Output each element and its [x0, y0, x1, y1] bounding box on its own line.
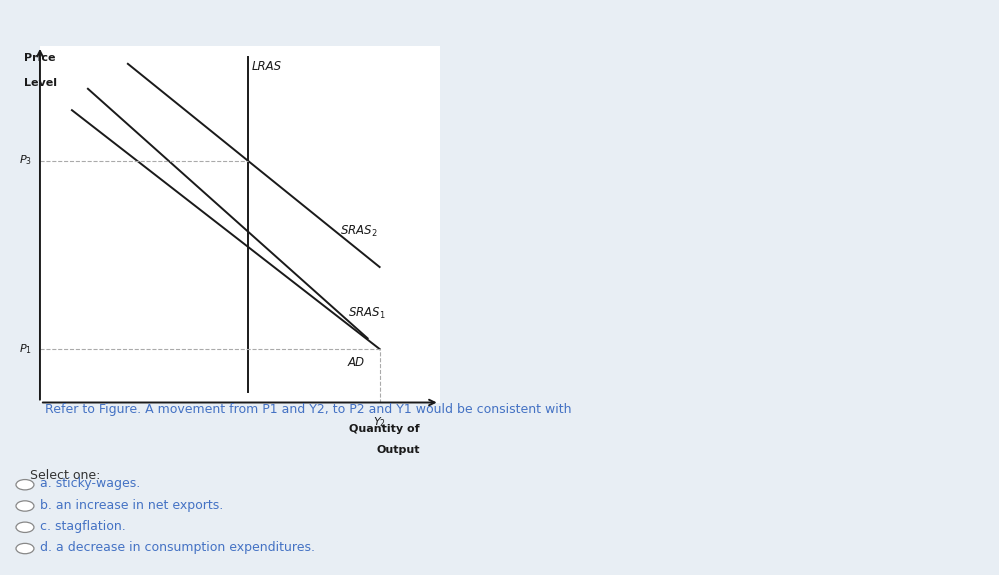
Text: LRAS: LRAS — [252, 60, 282, 73]
Text: c. stagflation.: c. stagflation. — [40, 520, 126, 533]
Text: Refer to Figure. A movement from P1 and Y2, to P2 and Y1 would be consistent wit: Refer to Figure. A movement from P1 and … — [45, 402, 571, 416]
Text: Price: Price — [24, 53, 56, 63]
Text: a. sticky-wages.: a. sticky-wages. — [40, 477, 140, 490]
Text: Quantity of: Quantity of — [349, 424, 420, 434]
Text: $SRAS_1$: $SRAS_1$ — [348, 305, 386, 320]
Text: Level: Level — [24, 78, 57, 88]
Text: $P_1$: $P_1$ — [19, 342, 32, 356]
Text: $SRAS_2$: $SRAS_2$ — [340, 224, 378, 239]
Text: Select one:: Select one: — [30, 469, 100, 482]
Text: b. an increase in net exports.: b. an increase in net exports. — [40, 499, 223, 512]
Text: AD: AD — [348, 356, 365, 369]
Text: $P_3$: $P_3$ — [19, 154, 32, 167]
Text: $Y_2$: $Y_2$ — [374, 415, 386, 429]
Text: Output: Output — [376, 445, 420, 455]
Text: d. a decrease in consumption expenditures.: d. a decrease in consumption expenditure… — [40, 541, 315, 554]
